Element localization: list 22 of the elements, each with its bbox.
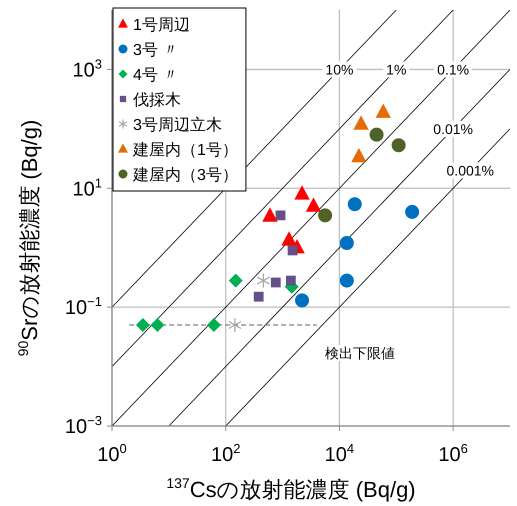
annotation: 0.1% — [437, 61, 470, 78]
legend-label: 建屋内（3号） — [132, 166, 238, 184]
x-tick-label: 10$^{4}$ — [324, 441, 354, 466]
annotation: 10% — [325, 61, 354, 78]
y-tick-label: 10$^{−3}$ — [64, 413, 102, 438]
y-tick-label: 10$^{3}$ — [72, 56, 102, 82]
annotation: 1% — [386, 61, 406, 78]
annotation: 検出下限値 — [325, 345, 395, 361]
legend-label: 3号周辺立木 — [133, 116, 222, 134]
y-tick-label: 10$^{−1}$ — [64, 294, 102, 320]
x-axis-title: $^{137}$Csの放射能濃度 (Bq/g) — [166, 475, 416, 502]
x-tick-label: 10$^{0}$ — [97, 441, 127, 466]
x-tick-label: 10$^{6}$ — [438, 441, 468, 466]
annotation: 0.001% — [446, 162, 494, 178]
legend-label: 4号 〃 — [133, 67, 178, 84]
legend-label: 1号周辺 — [133, 16, 190, 34]
y-tick-label: 10$^{1}$ — [72, 175, 102, 200]
legend-label: 建屋内（1号） — [132, 141, 238, 159]
legend-label: 3号 〃 — [133, 42, 178, 59]
annotation: 0.01% — [433, 120, 473, 137]
legend-label: 伐採木 — [133, 91, 181, 109]
x-tick-label: 10$^{2}$ — [210, 441, 240, 466]
